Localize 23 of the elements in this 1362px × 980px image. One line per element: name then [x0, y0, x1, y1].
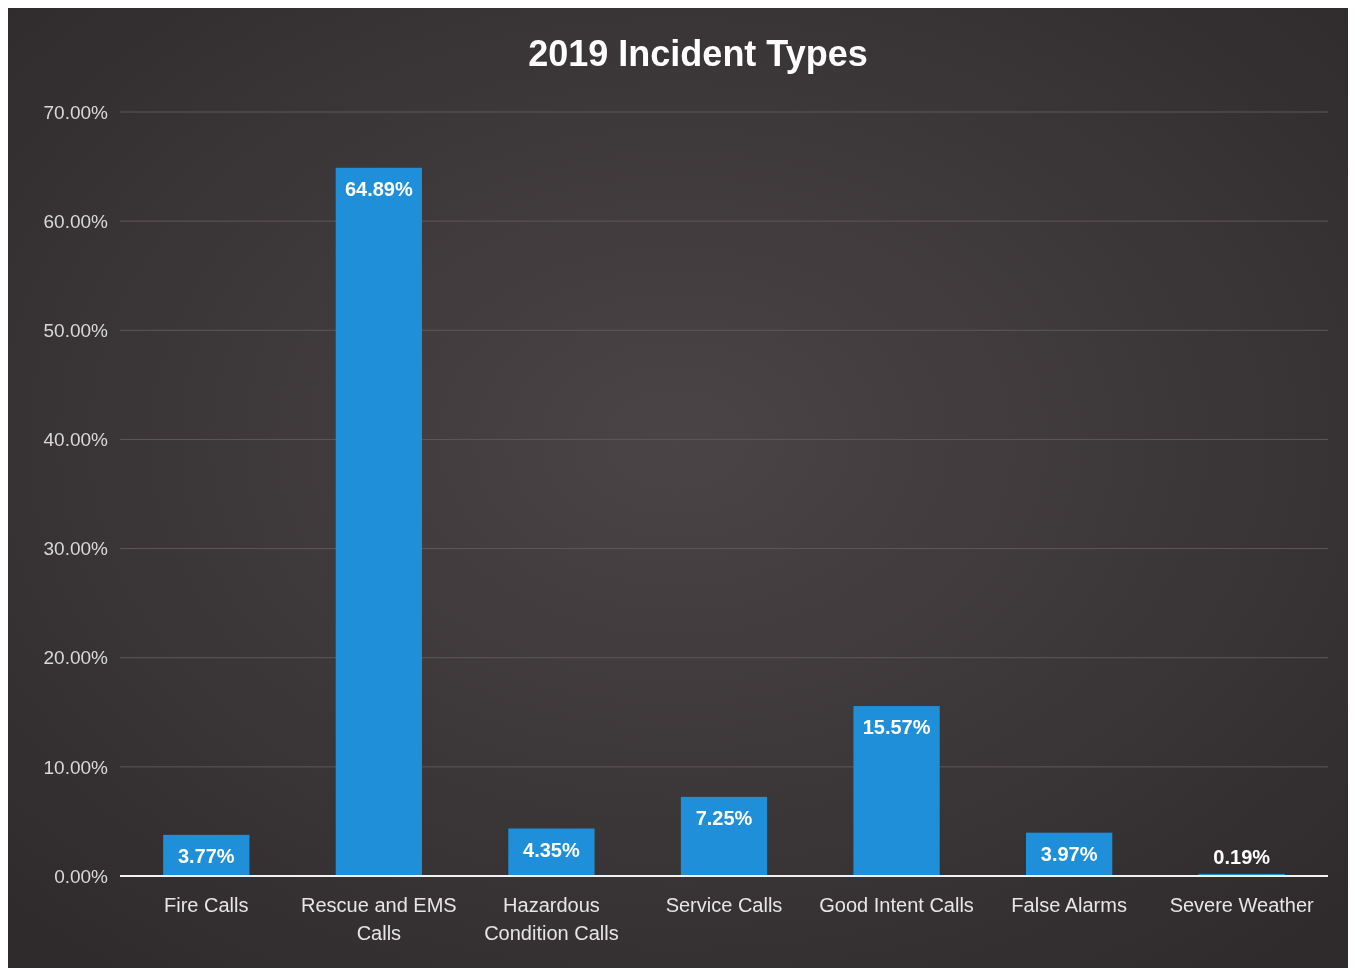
data-label: 3.77% — [177, 844, 235, 867]
y-tick-label: 40.00% — [43, 429, 109, 451]
x-tick-label: Good Intent Calls — [819, 894, 974, 916]
x-tick-label: Fire Calls — [164, 894, 249, 916]
x-tick-label: Service Calls — [665, 894, 783, 916]
x-tick-label: False Alarms — [1011, 894, 1127, 916]
data-label: 3.97% — [1040, 842, 1098, 865]
x-tick-label: Hazardous Condition Calls — [484, 894, 619, 944]
y-tick-label: 60.00% — [43, 210, 109, 232]
chart-title: 2019 Incident Types — [528, 33, 868, 74]
data-label: 15.57% — [862, 716, 931, 739]
y-tick-label: 50.00% — [43, 319, 109, 341]
y-tick-label: 20.00% — [43, 647, 109, 669]
data-label: 7.25% — [695, 806, 753, 829]
data-label: 64.89% — [344, 177, 413, 200]
data-label: 0.19% — [1213, 845, 1271, 868]
x-tick-label: Rescue and EMS Calls — [301, 894, 457, 944]
y-tick-label: 30.00% — [43, 538, 109, 560]
data-label: 4.35% — [523, 838, 580, 861]
y-tick-label: 70.00% — [43, 101, 109, 123]
x-tick-label: Severe Weather — [1169, 894, 1315, 916]
y-tick-label: 10.00% — [43, 756, 109, 778]
y-tick-label: 0.00% — [54, 865, 109, 887]
